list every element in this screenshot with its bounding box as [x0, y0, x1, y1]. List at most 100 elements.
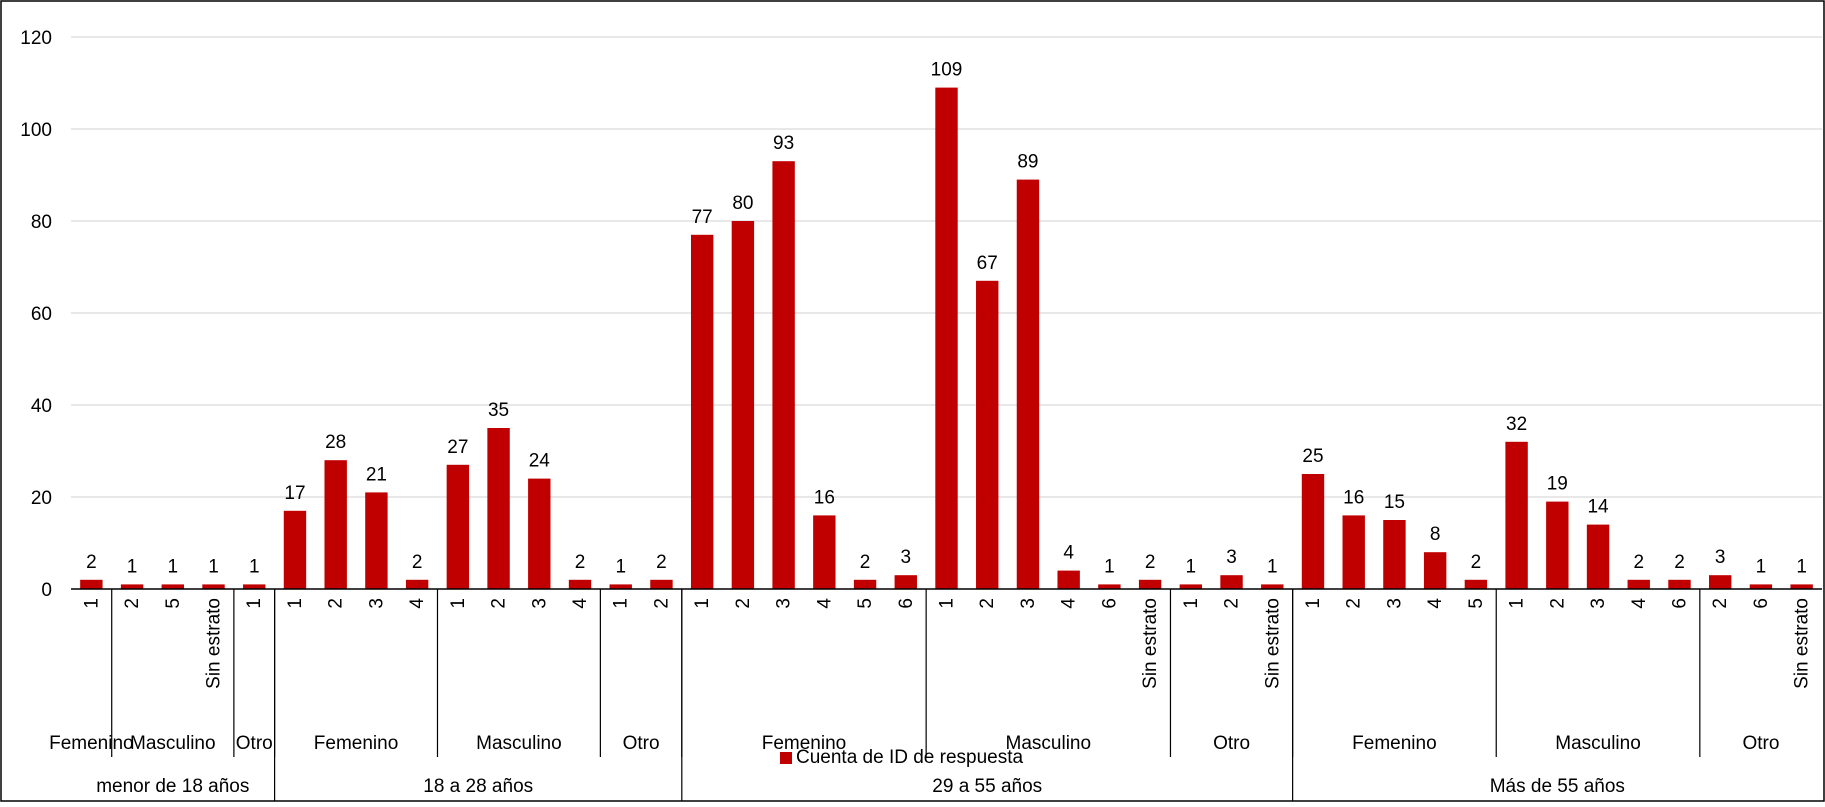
y-tick-label: 80	[31, 212, 52, 233]
bar	[568, 579, 592, 589]
data-label: 2	[1145, 552, 1156, 573]
data-label: 109	[931, 60, 963, 81]
x-tick-label: 4	[1629, 598, 1650, 609]
x-tick-label: 6	[1669, 598, 1690, 609]
bar	[161, 584, 185, 589]
x-tick-label: 4	[814, 598, 835, 609]
data-label: 1	[1104, 556, 1115, 577]
bar	[935, 87, 958, 589]
bar	[1179, 584, 1203, 589]
data-label: 28	[325, 432, 346, 453]
x-tick-label: 4	[570, 598, 591, 609]
x-tick-label: 6	[1751, 598, 1772, 609]
x-tick-label: 2	[1344, 598, 1365, 609]
x-tick-label: 4	[1425, 598, 1446, 609]
data-label: 17	[284, 483, 305, 504]
x-tick-label: 1	[937, 598, 958, 609]
group-label: Femenino	[762, 733, 847, 754]
x-tick-label: 2	[1222, 598, 1243, 609]
data-label: 1	[615, 556, 626, 577]
x-tick-label: 4	[407, 598, 428, 609]
bar	[690, 234, 714, 590]
x-tick-label: 2	[977, 598, 998, 609]
bar	[976, 280, 999, 589]
data-label: 27	[447, 437, 468, 458]
group-label: Femenino	[49, 733, 134, 754]
data-label: 8	[1430, 524, 1441, 545]
group-label: Femenino	[1352, 733, 1437, 754]
bar	[1708, 575, 1732, 589]
bar	[405, 579, 429, 589]
bar	[1627, 579, 1650, 589]
x-tick-label: 6	[1099, 598, 1120, 609]
data-label: 1	[1796, 556, 1807, 577]
data-label: 2	[412, 552, 423, 573]
x-tick-label: 1	[448, 598, 469, 609]
bar	[243, 584, 266, 589]
bar	[1057, 570, 1080, 589]
x-tick-label: 2	[1710, 598, 1731, 609]
data-label: 67	[977, 253, 998, 274]
group-label: Masculino	[1006, 733, 1092, 754]
data-label: 19	[1547, 474, 1568, 495]
bar	[365, 492, 388, 589]
group-label: Masculino	[130, 733, 216, 754]
bar	[446, 464, 470, 589]
bar	[283, 510, 307, 589]
x-tick-label: 4	[1059, 598, 1080, 609]
data-label: 2	[86, 552, 97, 573]
x-tick-label: 3	[1384, 598, 1405, 609]
x-tick-label: 3	[529, 598, 550, 609]
data-label: 16	[1343, 487, 1364, 508]
y-tick-label: 100	[20, 120, 52, 141]
data-label: 2	[1633, 552, 1644, 573]
bar	[202, 584, 225, 589]
data-label: 2	[860, 552, 871, 573]
x-tick-label: 6	[896, 598, 917, 609]
x-tick-label: 2	[733, 598, 754, 609]
x-tick-label: 3	[1588, 598, 1609, 609]
data-label: 93	[773, 133, 794, 154]
data-label: 21	[366, 464, 387, 485]
data-label: 89	[1017, 152, 1038, 173]
x-tick-label: 3	[1018, 598, 1039, 609]
x-tick-label: 1	[1303, 598, 1324, 609]
data-label: 1	[249, 556, 260, 577]
data-label: 1	[1756, 556, 1767, 577]
x-tick-label: 1	[285, 598, 306, 609]
data-label: 35	[488, 400, 509, 421]
group-label: Otro	[1213, 733, 1250, 754]
data-label: 4	[1063, 543, 1074, 564]
data-label: 15	[1384, 492, 1405, 513]
x-tick-label: 1	[692, 598, 713, 609]
y-tick-label: 0	[41, 580, 52, 601]
bar	[487, 428, 510, 589]
x-tick-label: Sin estrato	[204, 598, 225, 689]
data-label: 14	[1587, 497, 1609, 518]
legend-swatch	[780, 752, 792, 764]
bar	[1505, 441, 1528, 589]
bar	[80, 579, 103, 589]
bar	[1301, 474, 1325, 589]
bar	[1790, 584, 1813, 589]
legend-label: Cuenta de ID de respuesta	[796, 747, 1024, 768]
age-group-label: 29 a 55 años	[932, 776, 1042, 797]
group-label: Masculino	[476, 733, 562, 754]
data-label: 3	[900, 547, 911, 568]
y-tick-label: 40	[31, 396, 52, 417]
bar	[609, 584, 632, 589]
data-label: 2	[575, 552, 586, 573]
group-label: Otro	[236, 733, 273, 754]
bar	[1016, 179, 1040, 589]
data-label: 2	[1674, 552, 1685, 573]
x-tick-label: Sin estrato	[1140, 598, 1161, 689]
x-tick-label: 2	[122, 598, 143, 609]
bar	[1749, 584, 1773, 589]
x-tick-label: 1	[1181, 598, 1202, 609]
x-tick-label: 1	[1507, 598, 1528, 609]
data-label: 3	[1226, 547, 1237, 568]
bar	[120, 584, 144, 589]
